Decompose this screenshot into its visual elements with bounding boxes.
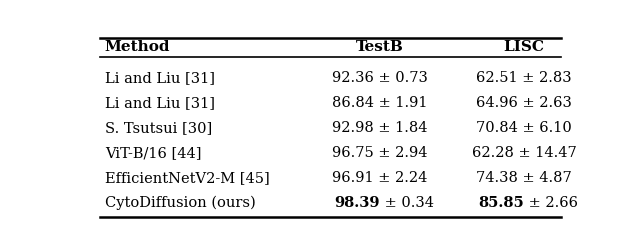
Text: CytoDiffusion (ours): CytoDiffusion (ours) bbox=[105, 196, 255, 210]
Text: 92.36 ± 0.73: 92.36 ± 0.73 bbox=[332, 71, 428, 85]
Text: 70.84 ± 6.10: 70.84 ± 6.10 bbox=[476, 121, 572, 135]
Text: 96.91 ± 2.24: 96.91 ± 2.24 bbox=[332, 171, 428, 185]
Text: 74.38 ± 4.87: 74.38 ± 4.87 bbox=[476, 171, 572, 185]
Text: 98.39: 98.39 bbox=[335, 196, 380, 210]
Text: 92.98 ± 1.84: 92.98 ± 1.84 bbox=[332, 121, 428, 135]
Text: 64.96 ± 2.63: 64.96 ± 2.63 bbox=[476, 96, 572, 110]
Text: ± 2.66: ± 2.66 bbox=[524, 196, 578, 210]
Text: 62.51 ± 2.83: 62.51 ± 2.83 bbox=[476, 71, 572, 85]
Text: 86.84 ± 1.91: 86.84 ± 1.91 bbox=[332, 96, 428, 110]
Text: ViT-B/16 [44]: ViT-B/16 [44] bbox=[105, 146, 202, 160]
Text: Li and Liu [31]: Li and Liu [31] bbox=[105, 96, 215, 110]
Text: ± 0.34: ± 0.34 bbox=[380, 196, 434, 210]
Text: LISC: LISC bbox=[504, 40, 545, 54]
Text: TestB: TestB bbox=[356, 40, 404, 54]
Text: Method: Method bbox=[105, 40, 170, 54]
Text: Li and Liu [31]: Li and Liu [31] bbox=[105, 71, 215, 85]
Text: 62.28 ± 14.47: 62.28 ± 14.47 bbox=[472, 146, 576, 160]
Text: S. Tsutsui [30]: S. Tsutsui [30] bbox=[105, 121, 212, 135]
Text: 96.75 ± 2.94: 96.75 ± 2.94 bbox=[332, 146, 428, 160]
Text: 85.85: 85.85 bbox=[478, 196, 524, 210]
Text: EfficientNetV2-M [45]: EfficientNetV2-M [45] bbox=[105, 171, 269, 185]
